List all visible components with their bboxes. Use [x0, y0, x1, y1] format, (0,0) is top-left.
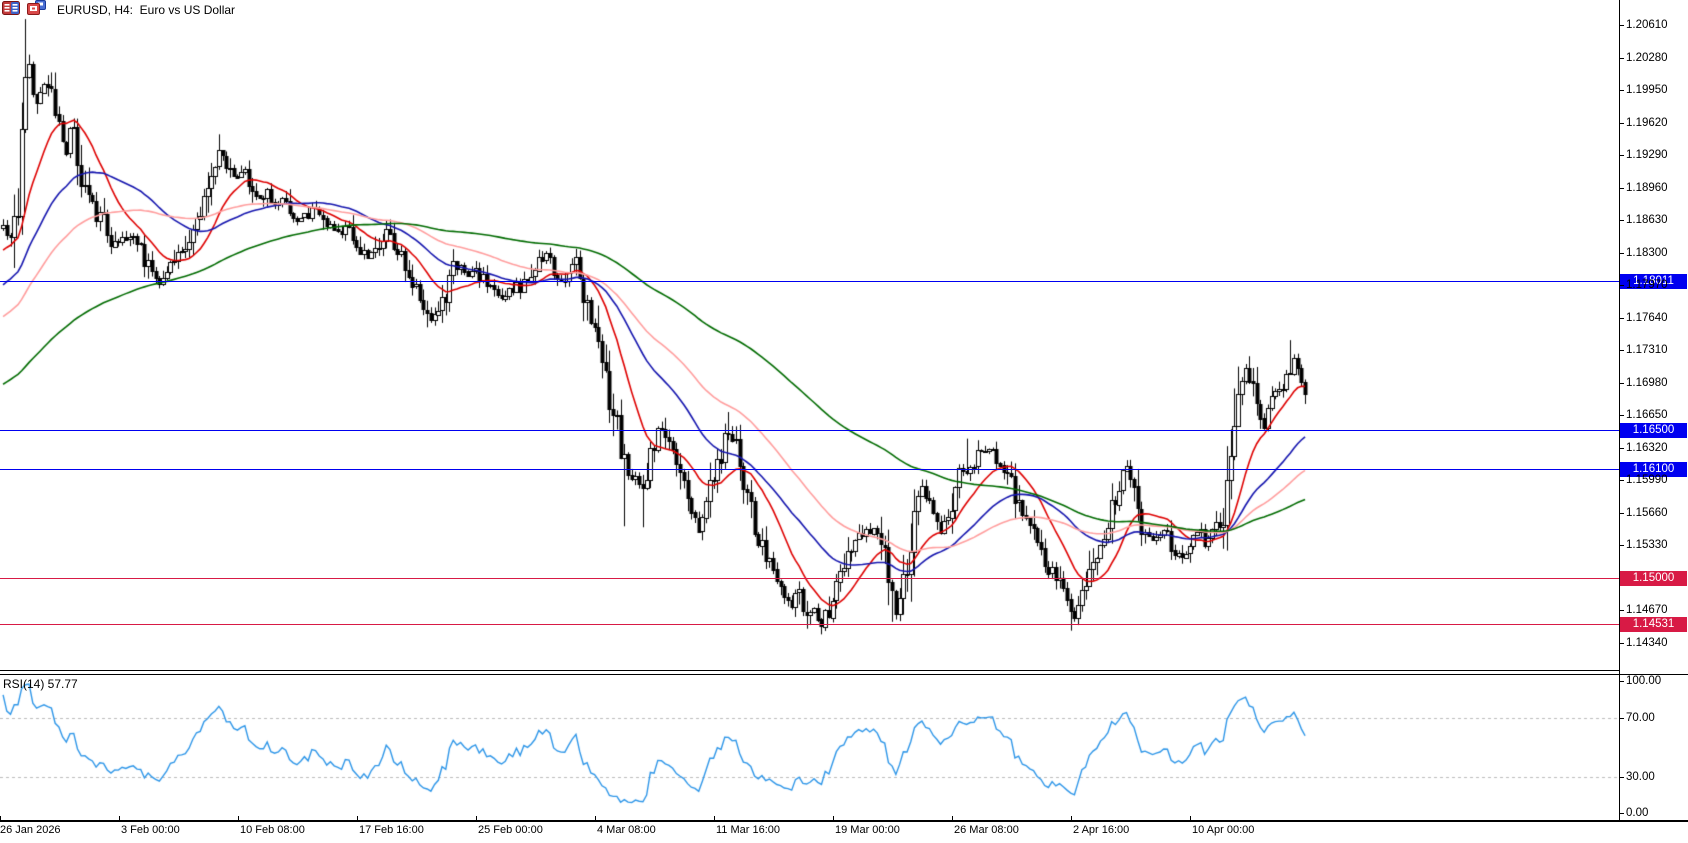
date-axis-label: 19 Mar 00:00 — [835, 824, 900, 836]
price-tick — [1619, 643, 1624, 644]
rsi-tick — [1619, 813, 1624, 814]
price-tick — [1619, 383, 1624, 384]
panel-separator-top — [0, 670, 1619, 671]
date-tick — [357, 816, 358, 821]
price-axis-label: 1.14340 — [1626, 637, 1668, 649]
date-tick — [476, 816, 477, 821]
market-watch-icon[interactable] — [2, 1, 20, 20]
date-tick — [0, 816, 1, 821]
date-axis-label: 25 Feb 00:00 — [478, 824, 543, 836]
price-tick — [1619, 220, 1624, 221]
price-axis-label: 1.14670 — [1626, 604, 1668, 616]
date-axis-label: 4 Mar 08:00 — [597, 824, 656, 836]
price-axis-label: 1.16320 — [1626, 442, 1668, 454]
price-tick — [1619, 480, 1624, 481]
price-tick — [1619, 188, 1624, 189]
price-tick — [1619, 513, 1624, 514]
price-badge: 1.16500 — [1620, 423, 1687, 438]
date-tick — [119, 816, 120, 821]
hline-1.18011[interactable] — [0, 281, 1619, 282]
date-tick — [238, 816, 239, 821]
price-axis-line — [1619, 0, 1620, 821]
date-tick — [714, 816, 715, 821]
rsi-axis-label: 70.00 — [1626, 712, 1655, 724]
price-axis-label: 1.18630 — [1626, 214, 1668, 226]
price-axis-label: 1.20280 — [1626, 52, 1668, 64]
date-axis-label: 10 Apr 00:00 — [1192, 824, 1255, 836]
price-axis-label: 1.16980 — [1626, 377, 1668, 389]
price-tick — [1619, 545, 1624, 546]
price-badge: 1.18011 — [1620, 274, 1687, 289]
price-tick — [1619, 610, 1624, 611]
rsi-tick — [1619, 681, 1624, 682]
rsi-axis-label: 30.00 — [1626, 771, 1655, 783]
price-axis-label: 1.15660 — [1626, 507, 1668, 519]
price-axis-label: 1.16650 — [1626, 409, 1668, 421]
rsi-canvas[interactable] — [0, 675, 1619, 820]
price-tick — [1619, 25, 1624, 26]
date-axis-label: 26 Jan 2026 — [0, 824, 61, 836]
date-tick — [595, 816, 596, 821]
price-tick — [1619, 90, 1624, 91]
rsi-tick — [1619, 777, 1624, 778]
date-axis-label: 2 Apr 16:00 — [1073, 824, 1130, 836]
price-axis-label: 1.17970 — [1626, 279, 1668, 291]
hline-1.14531[interactable] — [0, 624, 1619, 625]
date-axis-label: 3 Feb 00:00 — [121, 824, 180, 836]
symbol-chart-icon[interactable] — [27, 0, 46, 20]
price-tick — [1619, 253, 1624, 254]
rsi-axis-label: 100.00 — [1626, 675, 1662, 687]
date-axis-label: 11 Mar 16:00 — [716, 824, 781, 836]
price-axis-label: 1.15990 — [1626, 474, 1668, 486]
date-axis-label: 26 Mar 08:00 — [954, 824, 1019, 836]
price-tick — [1619, 448, 1624, 449]
hline-1.16500[interactable] — [0, 430, 1619, 431]
price-axis-label: 1.17310 — [1626, 344, 1668, 356]
price-tick — [1619, 58, 1624, 59]
rsi-axis-label: 0.00 — [1626, 807, 1649, 819]
price-axis-label: 1.19950 — [1626, 84, 1668, 96]
price-badge: 1.16100 — [1620, 462, 1687, 477]
price-chart-canvas[interactable] — [0, 0, 1619, 670]
chart-title: EURUSD, H4: Euro vs US Dollar — [57, 3, 236, 17]
price-tick — [1619, 285, 1624, 286]
price-tick — [1619, 415, 1624, 416]
price-axis-label: 1.15330 — [1626, 539, 1668, 551]
hline-1.16100[interactable] — [0, 469, 1619, 470]
date-tick — [952, 816, 953, 821]
price-axis-label: 1.19290 — [1626, 149, 1668, 161]
panel-separator-bottom — [0, 674, 1688, 675]
hline-1.15000[interactable] — [0, 578, 1619, 579]
rsi-tick — [1619, 718, 1624, 719]
price-axis-label: 1.19620 — [1626, 117, 1668, 129]
date-tick — [1071, 816, 1072, 821]
date-tick — [833, 816, 834, 821]
date-axis-label: 17 Feb 16:00 — [359, 824, 424, 836]
price-badge: 1.15000 — [1620, 571, 1687, 586]
date-tick — [1190, 816, 1191, 821]
price-tick — [1619, 155, 1624, 156]
time-axis-line — [0, 820, 1688, 822]
price-tick — [1619, 350, 1624, 351]
price-tick — [1619, 318, 1624, 319]
price-tick — [1619, 123, 1624, 124]
price-axis-label: 1.18300 — [1626, 247, 1668, 259]
price-axis-label: 1.20610 — [1626, 19, 1668, 31]
price-axis-label: 1.18960 — [1626, 182, 1668, 194]
price-badge: 1.14531 — [1620, 617, 1687, 632]
date-axis-label: 10 Feb 08:00 — [240, 824, 305, 836]
rsi-indicator-label: RSI(14) 57.77 — [3, 677, 78, 691]
price-axis-label: 1.17640 — [1626, 312, 1668, 324]
